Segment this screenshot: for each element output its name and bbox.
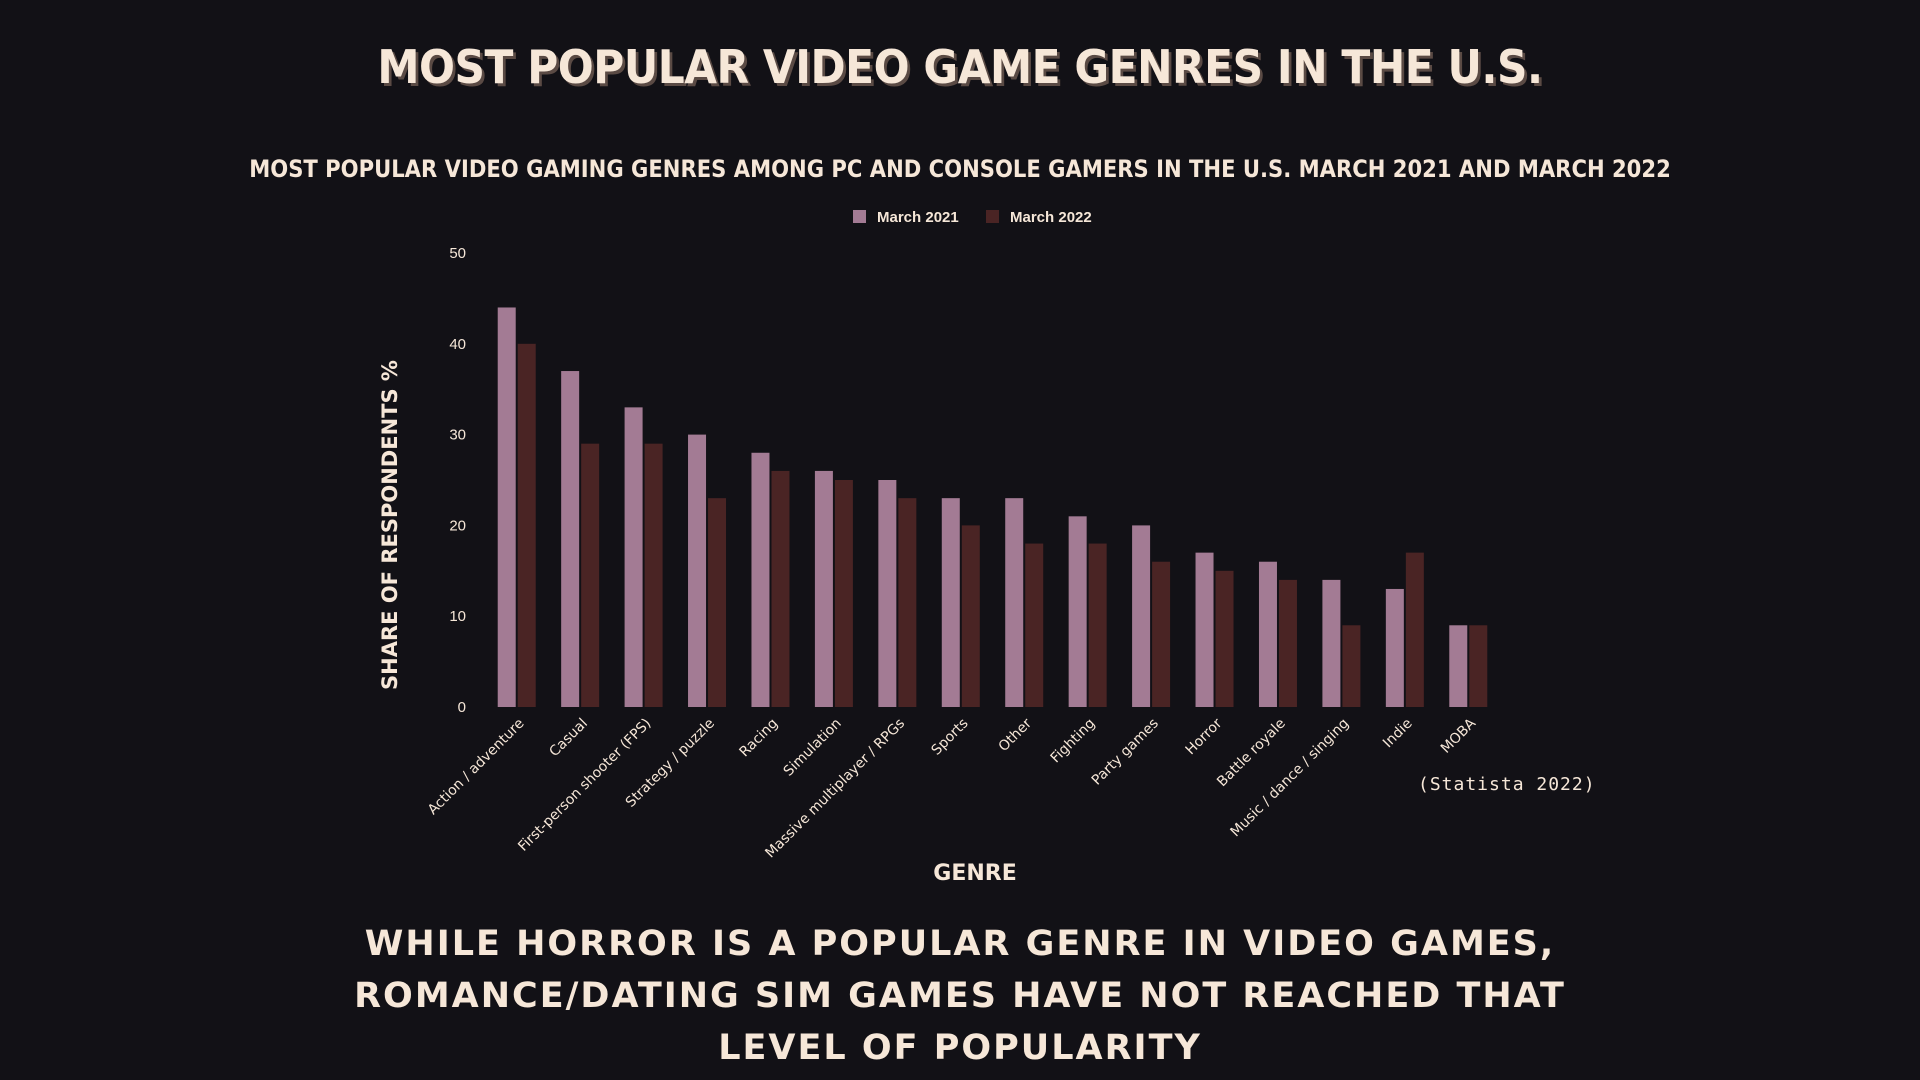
x-tick-label: MOBA bbox=[1438, 715, 1480, 757]
y-tick-label: 40 bbox=[449, 336, 466, 353]
bar-march-2021 bbox=[561, 371, 580, 707]
bar-march-2021 bbox=[814, 470, 833, 707]
bar-march-2022 bbox=[1215, 570, 1234, 707]
y-axis: 0 10 20 30 40 50 bbox=[449, 245, 466, 716]
legend: March 2021 March 2022 bbox=[853, 209, 1092, 226]
x-tick-label: First-person shooter (FPS) bbox=[515, 716, 654, 855]
bar-march-2022 bbox=[961, 525, 980, 707]
bar-march-2021 bbox=[1258, 561, 1277, 707]
bar-march-2022 bbox=[708, 498, 727, 707]
chart-title: Most popular video gaming genres among P… bbox=[249, 155, 1671, 183]
bar-march-2021 bbox=[624, 407, 643, 707]
y-tick-label: 30 bbox=[449, 427, 466, 444]
bar-march-2022 bbox=[1405, 552, 1424, 707]
bar-march-2021 bbox=[497, 307, 516, 707]
bar-march-2021 bbox=[1195, 552, 1214, 707]
bar-march-2022 bbox=[1025, 543, 1044, 707]
bar-march-2021 bbox=[751, 452, 770, 707]
bar-march-2022 bbox=[898, 498, 917, 707]
x-tick-label: Massive multiplayer / RPGs bbox=[762, 716, 908, 862]
x-tick-label: Racing bbox=[736, 716, 781, 761]
legend-label: March 2021 bbox=[877, 209, 959, 226]
bar-march-2021 bbox=[941, 498, 960, 707]
legend-swatch bbox=[986, 210, 999, 223]
x-tick-label: Action / adventure bbox=[425, 716, 528, 819]
bar-march-2022 bbox=[581, 443, 600, 707]
bar-march-2021 bbox=[688, 434, 707, 707]
bar-march-2022 bbox=[771, 470, 790, 707]
bar-march-2021 bbox=[1005, 498, 1024, 707]
bar-march-2022 bbox=[1278, 579, 1297, 707]
bar-march-2022 bbox=[834, 480, 853, 707]
x-tick-label: Horror bbox=[1183, 715, 1226, 758]
x-tick-label: Other bbox=[996, 715, 1036, 755]
source-note: (Statista 2022) bbox=[1418, 774, 1596, 795]
legend-label: March 2022 bbox=[1010, 209, 1092, 226]
bar-march-2021 bbox=[1449, 625, 1468, 707]
y-axis-label: SHARE OF RESPONDENTS % bbox=[378, 360, 402, 690]
legend-swatch bbox=[853, 210, 866, 223]
bar-march-2021 bbox=[878, 480, 897, 707]
bar-march-2021 bbox=[1132, 525, 1151, 707]
x-axis-label: GENRE bbox=[933, 861, 1016, 886]
y-tick-label: 10 bbox=[449, 608, 466, 625]
page-title: Most popular video game genres in the U.… bbox=[377, 40, 1543, 94]
x-tick-label: Music / dance / singing bbox=[1228, 716, 1353, 841]
bar-march-2022 bbox=[1152, 561, 1171, 707]
bar-march-2021 bbox=[1322, 579, 1341, 707]
bar-march-2021 bbox=[1385, 588, 1404, 707]
bar-chart: March 2021 March 2022 0 10 20 30 40 50 Action … bbox=[378, 209, 1488, 886]
caption: While horror is a popular genre in video… bbox=[354, 924, 1566, 1068]
x-tick-label: Casual bbox=[546, 716, 591, 761]
x-tick-label: Simulation bbox=[781, 716, 845, 780]
x-tick-label: Indie bbox=[1380, 716, 1416, 752]
x-tick-label: Sports bbox=[929, 716, 972, 759]
bar-march-2022 bbox=[1469, 625, 1488, 707]
bar-march-2022 bbox=[644, 443, 663, 707]
bar-march-2022 bbox=[517, 343, 536, 707]
bar-march-2022 bbox=[1088, 543, 1107, 707]
x-tick-label: Fighting bbox=[1048, 716, 1099, 767]
bar-march-2022 bbox=[1342, 625, 1361, 707]
bars bbox=[497, 307, 1488, 707]
y-tick-label: 50 bbox=[449, 245, 466, 262]
y-tick-label: 0 bbox=[458, 699, 466, 716]
x-tick-label: Party games bbox=[1089, 716, 1162, 789]
y-tick-label: 20 bbox=[449, 517, 466, 534]
bar-march-2021 bbox=[1068, 516, 1087, 707]
